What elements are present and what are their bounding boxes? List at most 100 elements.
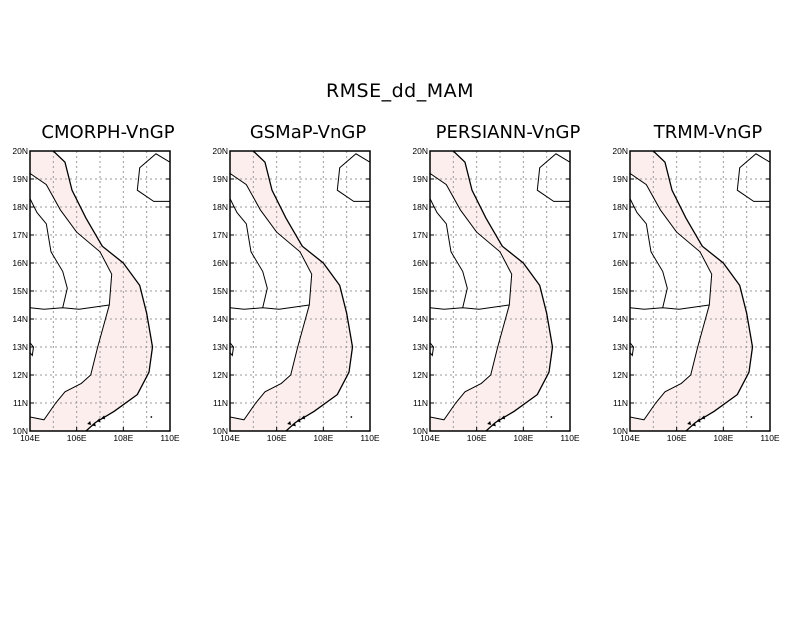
coast-hainan bbox=[136, 153, 170, 202]
lat-tick-label: 19N bbox=[12, 174, 28, 184]
border-vietnam-laos-cambodia bbox=[630, 172, 713, 421]
lat-tick-label: 12N bbox=[612, 370, 628, 380]
lat-tick-label: 12N bbox=[212, 370, 228, 380]
border-laos-thailand bbox=[630, 198, 668, 308]
coastline bbox=[452, 151, 554, 431]
map-panel-cmorph: CMORPH-VnGP 10N 11N 12N 13N 14N 15N 16N 17N 18N 1… bbox=[12, 118, 198, 458]
lon-tick-label: 110E bbox=[760, 433, 780, 443]
delta-island bbox=[96, 418, 101, 423]
coast-china bbox=[123, 151, 124, 152]
land-fill-vietnam bbox=[430, 151, 553, 431]
lat-tick-label: 20N bbox=[12, 146, 28, 156]
lon-tick-label: 110E bbox=[560, 433, 580, 443]
lat-tick-label: 19N bbox=[612, 174, 628, 184]
delta-island bbox=[491, 422, 496, 427]
delta-island bbox=[501, 415, 506, 420]
lat-tick-label: 17N bbox=[212, 230, 228, 240]
map-gsmap: 10N 11N 12N 13N 14N 15N 16N 17N 18N 19N 20N 104E 106… bbox=[212, 146, 380, 443]
lat-tick-label: 18N bbox=[612, 202, 628, 212]
coast-hainan bbox=[336, 153, 370, 202]
lon-tick-label: 110E bbox=[160, 433, 180, 443]
lat-tick-label: 18N bbox=[212, 202, 228, 212]
lon-tick-label: 104E bbox=[620, 433, 640, 443]
lat-tick-label: 15N bbox=[12, 286, 28, 296]
map-content bbox=[30, 151, 170, 431]
delta-island bbox=[301, 415, 306, 420]
lon-tick-label: 104E bbox=[220, 433, 240, 443]
delta-island bbox=[87, 421, 92, 425]
coastline bbox=[252, 151, 354, 431]
map-panel-gsmap: GSMaP-VnGP 10N 11N 12N 13N 14N 15N 16N 17N 18N 19… bbox=[212, 118, 398, 458]
delta-island bbox=[287, 421, 292, 425]
coast-china bbox=[523, 151, 524, 152]
border-laos-thailand bbox=[230, 198, 268, 308]
border-vietnam-laos-cambodia bbox=[430, 172, 513, 421]
lon-tick-label: 108E bbox=[113, 433, 133, 443]
map-panel-trmm: TRMM-VnGP 10N 11N 12N 13N 14N 15N 16N 17N 18N 19N… bbox=[612, 118, 798, 458]
coast-china bbox=[323, 151, 324, 152]
delta-island bbox=[291, 422, 296, 427]
lat-tick-label: 13N bbox=[12, 342, 28, 352]
delta-island bbox=[691, 422, 696, 427]
lat-tick-label: 12N bbox=[412, 370, 428, 380]
panel-title: GSMaP-VnGP bbox=[249, 122, 367, 143]
lat-tick-label: 15N bbox=[212, 286, 228, 296]
lon-tick-label: 108E bbox=[513, 433, 533, 443]
island-dot bbox=[750, 416, 753, 418]
lon-tick-label: 104E bbox=[20, 433, 40, 443]
lat-tick-label: 16N bbox=[212, 258, 228, 268]
delta-island bbox=[91, 422, 96, 427]
lat-tick-label: 15N bbox=[612, 286, 628, 296]
island-dot bbox=[550, 416, 553, 418]
coast-hainan bbox=[736, 153, 770, 202]
lat-tick-label: 18N bbox=[12, 202, 28, 212]
border-thailand-cambodia bbox=[430, 304, 510, 310]
delta-island bbox=[701, 415, 706, 420]
lat-tick-label: 12N bbox=[12, 370, 28, 380]
map-content bbox=[430, 151, 570, 431]
map-content bbox=[230, 151, 370, 431]
figure-title: RMSE_dd_MAM bbox=[325, 80, 475, 102]
map-content bbox=[630, 151, 770, 431]
lat-tick-label: 19N bbox=[412, 174, 428, 184]
lat-tick-label: 17N bbox=[612, 230, 628, 240]
lat-tick-label: 10N bbox=[612, 426, 628, 436]
lat-tick-label: 20N bbox=[612, 146, 628, 156]
lat-tick-label: 10N bbox=[412, 426, 428, 436]
lat-tick-label: 14N bbox=[612, 314, 628, 324]
lat-tick-label: 11N bbox=[413, 398, 428, 408]
coast-china bbox=[723, 151, 724, 152]
lat-tick-label: 16N bbox=[612, 258, 628, 268]
lon-tick-label: 110E bbox=[360, 433, 380, 443]
lat-tick-label: 14N bbox=[12, 314, 28, 324]
coast-hainan bbox=[536, 153, 570, 202]
lat-tick-label: 20N bbox=[412, 146, 428, 156]
delta-island bbox=[696, 418, 701, 423]
lat-tick-label: 20N bbox=[212, 146, 228, 156]
lat-tick-label: 10N bbox=[12, 426, 28, 436]
panel-title: CMORPH-VnGP bbox=[41, 122, 175, 143]
delta-island bbox=[496, 418, 501, 423]
grid-lines bbox=[430, 151, 570, 431]
lon-tick-label: 108E bbox=[313, 433, 333, 443]
lat-tick-label: 13N bbox=[612, 342, 628, 352]
border-thailand-cambodia bbox=[630, 304, 710, 310]
border-thailand-cambodia bbox=[30, 304, 110, 310]
land-fill-vietnam bbox=[630, 151, 753, 431]
map-persiann: 10N 11N 12N 13N 14N 15N 16N 17N 18N 19N 20N 104E 106… bbox=[412, 146, 580, 443]
lon-tick-label: 104E bbox=[420, 433, 440, 443]
map-cmorph: 10N 11N 12N 13N 14N 15N 16N 17N 18N 19N 20N 104E 106… bbox=[12, 146, 180, 443]
lat-tick-label: 17N bbox=[12, 230, 28, 240]
lon-tick-label: 106E bbox=[67, 433, 87, 443]
delta-island bbox=[101, 415, 106, 420]
border-vietnam-laos-cambodia bbox=[230, 172, 313, 421]
border-laos-thailand bbox=[30, 198, 68, 308]
lat-tick-label: 10N bbox=[212, 426, 228, 436]
island-dot bbox=[350, 416, 353, 418]
island-dot bbox=[150, 416, 153, 418]
land-fill-vietnam bbox=[230, 151, 353, 431]
lat-tick-label: 11N bbox=[613, 398, 628, 408]
delta-island bbox=[687, 421, 692, 425]
border-thailand-cambodia bbox=[230, 304, 310, 310]
lat-tick-label: 19N bbox=[212, 174, 228, 184]
